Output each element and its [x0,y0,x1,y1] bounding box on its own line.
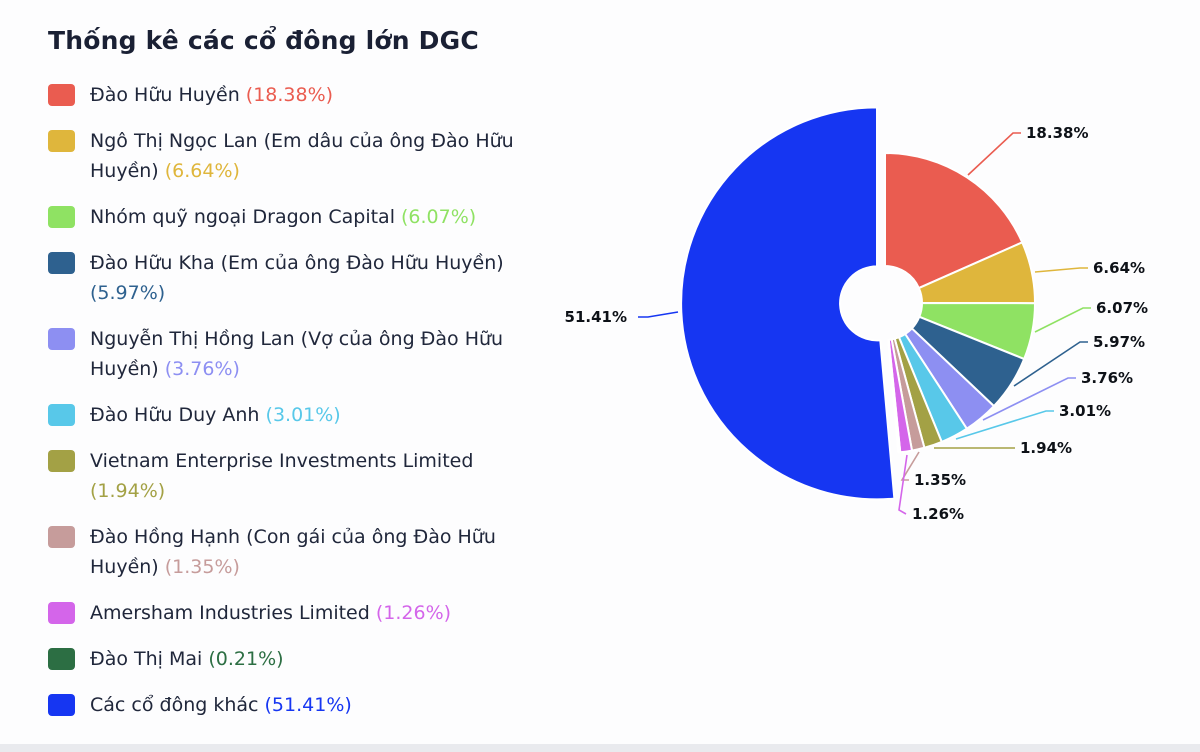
legend-swatch [48,526,75,548]
legend-swatch [48,252,75,274]
pie-percent-label: 6.07% [1096,299,1148,317]
pie-percent-label: 6.64% [1093,259,1145,277]
legend-percent: (6.64%) [164,160,240,182]
legend-swatch [48,84,75,106]
legend-swatch [48,694,75,716]
pie-label-line [1034,307,1091,333]
legend-percent: (51.41%) [264,694,352,716]
legend-name: Amersham Industries Limited [90,602,376,624]
legend-label: Vietnam Enterprise Investments Limited (… [90,446,530,506]
pie-label-line [967,132,1021,176]
legend-item-1[interactable]: Đào Hữu Huyền (18.38%) [48,80,548,110]
pie-label-line [898,454,908,515]
legend-item-8[interactable]: Đào Hồng Hạnh (Con gái của ông Đào Hữu H… [48,522,548,582]
legend-name: Các cổ đông khác [90,694,265,716]
bottom-scroll-strip [0,744,1200,752]
legend-name: Vietnam Enterprise Investments Limited [90,450,474,472]
legend-item-4[interactable]: Đào Hữu Kha (Em của ông Đào Hữu Huyền) (… [48,248,548,308]
legend-swatch [48,648,75,670]
legend-name: Đào Thị Mai [90,648,209,670]
legend-swatch [48,450,75,472]
pie-label-line [638,311,679,318]
legend-name: Đào Hữu Duy Anh [90,404,266,426]
pie-percent-label: 5.97% [1093,333,1145,351]
page-title: Thống kê các cổ đông lớn DGC [48,26,479,55]
legend-swatch [48,602,75,624]
legend-label: Ngô Thị Ngọc Lan (Em dâu của ông Đào Hữu… [90,126,530,186]
legend: Đào Hữu Huyền (18.38%) Ngô Thị Ngọc Lan (… [48,80,548,720]
legend-item-3[interactable]: Nhóm quỹ ngoại Dragon Capital (6.07%) [48,202,548,232]
legend-percent: (1.35%) [164,556,240,578]
pie-label-line [1034,267,1088,273]
legend-item-9[interactable]: Amersham Industries Limited (1.26%) [48,598,548,628]
pie-percent-label: 3.01% [1059,402,1111,420]
legend-name: Nhóm quỹ ngoại Dragon Capital [90,206,402,228]
legend-label: Đào Thị Mai (0.21%) [90,644,284,674]
legend-percent: (3.76%) [164,358,240,380]
pie-slice-11[interactable] [680,106,896,501]
legend-name: Đào Hữu Huyền [90,84,246,106]
legend-percent: (3.01%) [265,404,341,426]
pie-percent-label: 18.38% [1026,124,1088,142]
pie-percent-label: 3.76% [1081,369,1133,387]
pie-label-line [900,451,920,481]
legend-item-5[interactable]: Nguyễn Thị Hồng Lan (Vợ của ông Đào Hữu … [48,324,548,384]
legend-swatch [48,130,75,152]
legend-swatch [48,206,75,228]
legend-label: Đào Hồng Hạnh (Con gái của ông Đào Hữu H… [90,522,530,582]
legend-label: Nguyễn Thị Hồng Lan (Vợ của ông Đào Hữu … [90,324,530,384]
legend-name: Đào Hồng Hạnh (Con gái của ông Đào Hữu H… [90,526,496,578]
pie-label-line [982,377,1076,421]
pie-slice-10[interactable] [887,338,902,454]
legend-item-7[interactable]: Vietnam Enterprise Investments Limited (… [48,446,548,506]
legend-label: Đào Hữu Huyền (18.38%) [90,80,333,110]
legend-item-2[interactable]: Ngô Thị Ngọc Lan (Em dâu của ông Đào Hữu… [48,126,548,186]
legend-label: Nhóm quỹ ngoại Dragon Capital (6.07%) [90,202,476,232]
pie-label-line [955,410,1054,440]
legend-percent: (1.94%) [90,480,166,502]
legend-name: Ngô Thị Ngọc Lan (Em dâu của ông Đào Hữu… [90,130,514,182]
legend-label: Amersham Industries Limited (1.26%) [90,598,451,628]
legend-percent: (1.26%) [375,602,452,624]
pie-percent-label: 1.94% [1020,439,1072,457]
legend-label: Đào Hữu Duy Anh (3.01%) [90,400,341,430]
pie-percent-label: 1.35% [914,471,966,489]
legend-item-6[interactable]: Đào Hữu Duy Anh (3.01%) [48,400,548,430]
legend-name: Đào Hữu Kha (Em của ông Đào Hữu Huyền) [90,252,504,274]
legend-label: Đào Hữu Kha (Em của ông Đào Hữu Huyền) (… [90,248,530,308]
legend-percent: (6.07%) [401,206,477,228]
legend-percent: (5.97%) [90,282,166,304]
legend-swatch [48,404,75,426]
legend-percent: (0.21%) [208,648,284,670]
pie-percent-label: 1.26% [912,505,964,523]
legend-swatch [48,328,75,350]
pie-slice-1[interactable] [884,152,1024,290]
legend-item-10[interactable]: Đào Thị Mai (0.21%) [48,644,548,674]
legend-label: Các cổ đông khác (51.41%) [90,690,352,720]
legend-percent: (18.38%) [245,84,334,106]
legend-item-11[interactable]: Các cổ đông khác (51.41%) [48,690,548,720]
pie-percent-label: 51.41% [565,308,627,326]
legend-name: Nguyễn Thị Hồng Lan (Vợ của ông Đào Hữu … [90,328,504,380]
pie-label-line [1013,341,1088,387]
